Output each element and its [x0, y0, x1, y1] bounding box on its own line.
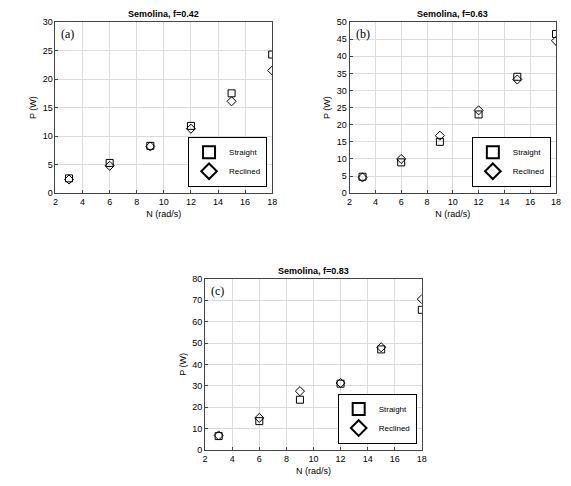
svg-text:10: 10 [337, 154, 347, 164]
svg-text:60: 60 [192, 317, 202, 327]
svg-text:(b): (b) [356, 27, 370, 41]
svg-text:50: 50 [337, 17, 347, 27]
svg-text:10: 10 [192, 424, 202, 434]
svg-text:6: 6 [107, 197, 112, 207]
svg-text:20: 20 [192, 402, 202, 412]
svg-text:0: 0 [197, 445, 202, 455]
svg-text:50: 50 [192, 338, 202, 348]
svg-text:N (rad/s): N (rad/s) [296, 466, 331, 476]
svg-text:8: 8 [424, 197, 429, 207]
svg-text:20: 20 [43, 74, 53, 84]
svg-text:14: 14 [363, 454, 373, 464]
svg-text:20: 20 [337, 120, 347, 130]
svg-text:10: 10 [308, 454, 318, 464]
svg-text:4: 4 [230, 454, 235, 464]
svg-text:(c): (c) [211, 284, 224, 298]
svg-text:45: 45 [337, 34, 347, 44]
svg-text:0: 0 [48, 188, 53, 198]
svg-text:15: 15 [337, 137, 347, 147]
svg-text:18: 18 [267, 197, 277, 207]
svg-text:30: 30 [43, 17, 53, 27]
svg-text:12: 12 [186, 197, 196, 207]
svg-text:Semolina, f=0.63: Semolina, f=0.63 [417, 9, 488, 19]
svg-text:Straight: Straight [379, 405, 407, 414]
svg-text:4: 4 [80, 197, 85, 207]
svg-text:25: 25 [337, 103, 347, 113]
svg-text:4: 4 [373, 197, 378, 207]
svg-text:(a): (a) [61, 27, 74, 41]
svg-text:18: 18 [551, 197, 561, 207]
svg-text:Straight: Straight [513, 148, 541, 157]
svg-text:70: 70 [192, 295, 202, 305]
svg-text:10: 10 [159, 197, 169, 207]
svg-text:30: 30 [192, 381, 202, 391]
svg-text:10: 10 [448, 197, 458, 207]
svg-text:Semolina, f=0.42: Semolina, f=0.42 [128, 9, 199, 19]
svg-text:16: 16 [525, 197, 535, 207]
svg-text:12: 12 [336, 454, 346, 464]
svg-text:2: 2 [53, 197, 58, 207]
svg-text:Reclined: Reclined [513, 167, 544, 176]
svg-text:5: 5 [342, 171, 347, 181]
svg-text:5: 5 [48, 160, 53, 170]
svg-text:14: 14 [213, 197, 223, 207]
svg-text:16: 16 [390, 454, 400, 464]
svg-text:Straight: Straight [229, 148, 257, 157]
svg-text:2: 2 [203, 454, 208, 464]
svg-text:10: 10 [43, 131, 53, 141]
svg-text:2: 2 [347, 197, 352, 207]
svg-text:P (W): P (W) [178, 353, 188, 376]
svg-text:35: 35 [337, 69, 347, 79]
svg-text:8: 8 [134, 197, 139, 207]
svg-text:80: 80 [192, 274, 202, 284]
svg-text:6: 6 [257, 454, 262, 464]
svg-text:40: 40 [337, 51, 347, 61]
svg-text:30: 30 [337, 86, 347, 96]
svg-text:6: 6 [399, 197, 404, 207]
svg-text:N (rad/s): N (rad/s) [435, 209, 470, 219]
svg-text:8: 8 [284, 454, 289, 464]
svg-text:12: 12 [474, 197, 484, 207]
svg-text:N (rad/s): N (rad/s) [146, 209, 181, 219]
svg-text:15: 15 [43, 103, 53, 113]
svg-text:Reclined: Reclined [379, 424, 410, 433]
svg-text:40: 40 [192, 360, 202, 370]
svg-text:14: 14 [499, 197, 509, 207]
svg-text:16: 16 [240, 197, 250, 207]
svg-text:0: 0 [342, 188, 347, 198]
svg-text:25: 25 [43, 46, 53, 56]
svg-text:P (W): P (W) [28, 96, 38, 119]
svg-text:Reclined: Reclined [229, 167, 260, 176]
svg-text:Semolina, f=0.83: Semolina, f=0.83 [278, 266, 349, 276]
svg-text:18: 18 [417, 454, 427, 464]
svg-text:P (W): P (W) [322, 96, 332, 119]
